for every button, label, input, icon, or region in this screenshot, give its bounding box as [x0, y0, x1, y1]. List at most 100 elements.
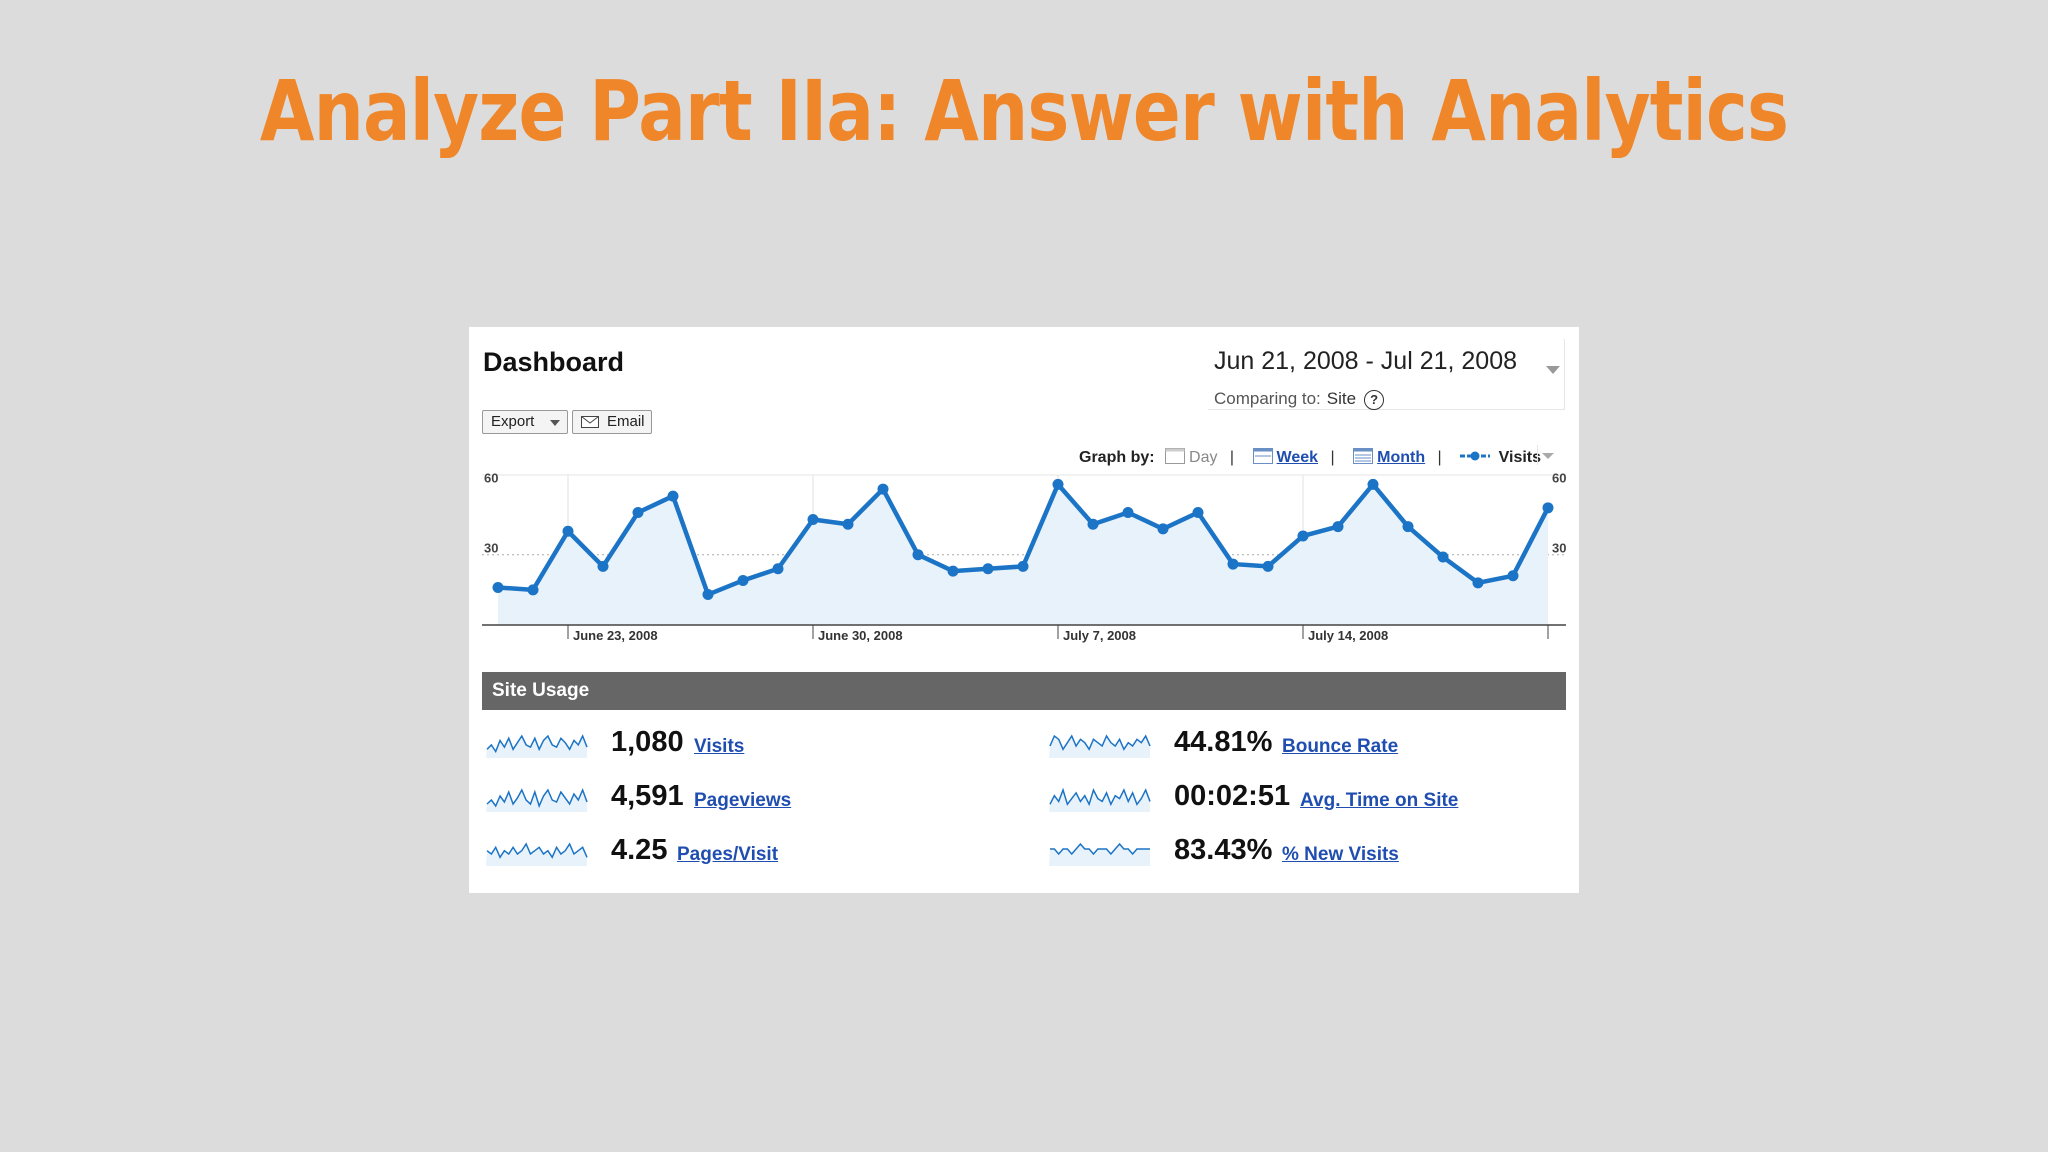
date-range-selector[interactable]: Jun 21, 2008 - Jul 21, 2008 Comparing to… — [1208, 339, 1565, 410]
separator: | — [1330, 449, 1335, 466]
data-point — [1262, 560, 1274, 572]
metric-4: 00:02:51 Avg. Time on Site — [1049, 780, 1569, 820]
sparkline-line — [1049, 787, 1151, 807]
x-tick-label: July 14, 2008 — [1308, 628, 1388, 643]
y-tick-label-right: 30 — [1552, 541, 1566, 556]
graph-by-label: Graph by: — [1079, 449, 1155, 466]
envelope-icon — [581, 416, 599, 428]
y-tick-label-right: 60 — [1552, 470, 1566, 485]
data-point — [1087, 518, 1099, 530]
data-point — [772, 563, 784, 575]
data-point — [737, 574, 749, 586]
data-point — [1367, 478, 1379, 490]
metric-value: 00:02:51 — [1174, 780, 1291, 812]
sparkline — [486, 787, 588, 812]
data-point — [1017, 560, 1029, 572]
metric-link[interactable]: Avg. Time on Site — [1300, 790, 1459, 811]
data-point — [842, 518, 854, 530]
metric-5: 83.43% % New Visits — [1049, 834, 1569, 874]
data-point — [597, 560, 609, 572]
graph-by-controls: Graph by: Day | Week | Month | Visits — [1079, 448, 1541, 467]
comparing-to: Comparing to: Site? — [1214, 389, 1385, 410]
month-link[interactable]: Month — [1377, 449, 1426, 466]
metric-link[interactable]: Bounce Rate — [1282, 736, 1399, 757]
data-point — [1402, 521, 1414, 533]
email-button[interactable]: Email — [572, 410, 652, 434]
site-usage-header: Site Usage — [482, 672, 1566, 710]
data-point — [1507, 570, 1519, 582]
data-point — [807, 514, 819, 526]
data-point — [982, 563, 994, 575]
metric-value: 4.25 — [611, 834, 668, 866]
data-point — [1192, 507, 1204, 518]
metric-link[interactable]: % New Visits — [1282, 844, 1399, 865]
metric-value: 83.43% — [1174, 834, 1273, 866]
export-button[interactable]: Export — [482, 410, 568, 434]
sparkline — [486, 842, 588, 866]
metric-value: 44.81% — [1174, 726, 1273, 758]
data-point — [947, 565, 959, 577]
graph-by-month[interactable]: Month — [1347, 448, 1426, 466]
sparkline-fill — [1049, 736, 1150, 758]
legend-visits: Visits — [1498, 449, 1542, 466]
metric-0: 1,080 Visits — [486, 726, 1006, 766]
visits-legend-icon — [1460, 451, 1491, 461]
data-point — [562, 525, 574, 537]
metric-link[interactable]: Pages/Visit — [677, 844, 779, 865]
separator: | — [1437, 449, 1442, 466]
sparkline — [1049, 842, 1150, 866]
date-range-text: Jun 21, 2008 - Jul 21, 2008 — [1214, 347, 1518, 375]
dashboard-panel: Dashboard Jun 21, 2008 - Jul 21, 2008 Co… — [469, 327, 1579, 893]
data-point — [1227, 558, 1239, 570]
x-tick-label: June 23, 2008 — [573, 628, 658, 643]
sparkline-line — [1049, 734, 1151, 751]
data-point — [492, 582, 504, 593]
metric-link[interactable]: Visits — [694, 736, 745, 757]
y-tick-label-left: 60 — [484, 470, 498, 485]
comparing-label: Comparing to: — [1214, 389, 1321, 408]
x-tick-label: June 30, 2008 — [818, 628, 903, 643]
chevron-down-icon — [550, 420, 560, 426]
metric-link[interactable]: Pageviews — [694, 790, 792, 811]
metric-3: 44.81% Bounce Rate — [1049, 726, 1569, 766]
week-link[interactable]: Week — [1276, 449, 1319, 466]
sparkline-line — [486, 734, 588, 754]
data-point — [1472, 577, 1484, 589]
email-label: Email — [607, 413, 645, 430]
graph-by-day[interactable]: Day — [1159, 448, 1218, 466]
visits-line-chart: 30 30 60 60 June 23, 2008 June 30, 2008 July 7… — [482, 470, 1566, 643]
calendar-icon — [1165, 448, 1186, 464]
data-point — [1542, 502, 1554, 514]
data-point — [1437, 551, 1449, 563]
data-point — [1122, 507, 1134, 518]
sparkline — [486, 734, 588, 758]
sparkline-fill — [1049, 844, 1150, 866]
data-point — [702, 589, 714, 601]
data-point — [632, 507, 644, 518]
chevron-down-icon[interactable] — [1546, 366, 1560, 374]
sparkline-fill — [486, 790, 587, 812]
metric-2: 4.25 Pages/Visit — [486, 834, 1006, 874]
x-tick-label: July 7, 2008 — [1063, 628, 1136, 643]
data-point — [527, 584, 539, 596]
help-icon[interactable]: ? — [1364, 389, 1385, 410]
data-point — [877, 483, 889, 495]
calendar-icon — [1353, 448, 1374, 464]
metric-dropdown-arrow[interactable] — [1537, 445, 1556, 465]
data-point — [1157, 523, 1169, 535]
day-label: Day — [1189, 449, 1218, 466]
graph-by-week[interactable]: Week — [1247, 448, 1319, 466]
comparing-value: Site — [1326, 389, 1357, 408]
sparkline-line — [486, 787, 588, 809]
slide-title: Analyze Part IIa: Answer with Analytics — [259, 62, 1789, 160]
sparkline-line — [486, 842, 588, 859]
export-label: Export — [491, 413, 535, 430]
sparkline — [1049, 734, 1151, 758]
data-point — [912, 549, 924, 561]
metric-value: 1,080 — [611, 726, 684, 758]
dashboard-title: Dashboard — [483, 347, 625, 377]
data-point — [1332, 521, 1344, 533]
y-tick-label-left: 30 — [484, 541, 498, 556]
calendar-icon — [1252, 448, 1273, 464]
sparkline-fill — [486, 736, 587, 758]
